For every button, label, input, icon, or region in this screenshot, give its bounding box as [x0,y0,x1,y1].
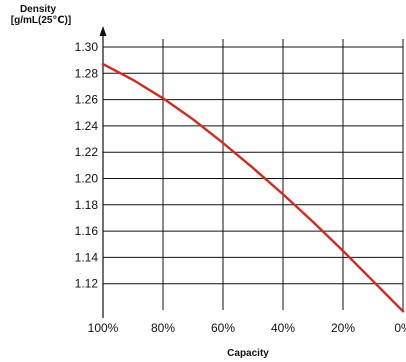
x-tick-label: 80% [151,321,175,335]
x-axis-title: Capacity [227,348,269,359]
x-tick-label: 0% [394,321,406,335]
y-tick-labels: 1.30 1.28 1.26 1.24 1.22 1.20 1.18 1.16 1.14 1.12 [75,40,99,291]
y-tick-label: 1.30 [75,40,99,54]
grid-lines [103,39,404,310]
y-axis-title-line2: [g/mL(25℃)] [11,15,71,26]
y-tick-label: 1.14 [75,250,99,264]
series-layer [101,62,405,313]
density-curve [101,62,405,313]
x-tick-label: 60% [211,321,235,335]
y-tick-label: 1.26 [75,93,99,107]
y-axis-arrow [99,26,107,36]
y-tick-label: 1.20 [75,172,99,186]
x-tick-label: 40% [271,321,295,335]
y-axis-title-line1: Density [20,4,57,15]
x-tick-label: 20% [331,321,355,335]
y-tick-label: 1.12 [75,277,99,291]
axes [99,26,107,318]
y-tick-label: 1.28 [75,66,99,80]
y-tick-label: 1.24 [75,119,99,133]
x-tick-labels: 100% 80% 60% 40% 20% 0% [88,321,406,335]
y-tick-label: 1.22 [75,145,99,159]
y-tick-label: 1.16 [75,224,99,238]
y-tick-label: 1.18 [75,198,99,212]
x-tick-label: 100% [88,321,119,335]
